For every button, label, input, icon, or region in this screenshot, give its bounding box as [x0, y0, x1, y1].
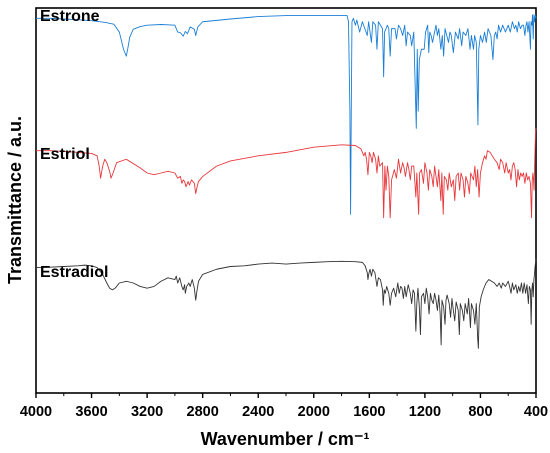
series-line-estriol: [36, 128, 537, 219]
x-tick-label: 2000: [298, 404, 330, 420]
y-axis-label: Transmittance / a.u.: [5, 116, 25, 284]
x-tick-label: 3600: [75, 404, 107, 420]
series-label-estriol: Estriol: [40, 146, 90, 163]
x-tick-label: 4000: [20, 404, 52, 420]
x-tick-label: 1200: [409, 404, 441, 420]
x-tick-label: 3200: [131, 404, 163, 420]
series-group: [35, 14, 537, 349]
x-axis-label: Wavenumber / cm⁻¹: [201, 429, 370, 449]
series-label-estrone: Estrone: [40, 8, 100, 25]
x-tick-label: 400: [524, 404, 548, 420]
x-axis-ticks: 4000 3600 3200 2800 2400 2000 1600 1200 800 400: [20, 393, 548, 420]
x-tick-label: 800: [468, 404, 492, 420]
plot-frame: [35, 7, 537, 394]
series-line-estrone: [36, 14, 537, 215]
series-labels: Estrone Estriol Estradiol: [40, 8, 108, 281]
x-tick-label: 1600: [353, 404, 385, 420]
series-label-estradiol: Estradiol: [40, 264, 108, 281]
series-line-estradiol: [35, 258, 537, 349]
plot-area-border: [35, 7, 537, 394]
x-tick-label: 2800: [187, 404, 219, 420]
x-tick-label: 2400: [242, 404, 274, 420]
